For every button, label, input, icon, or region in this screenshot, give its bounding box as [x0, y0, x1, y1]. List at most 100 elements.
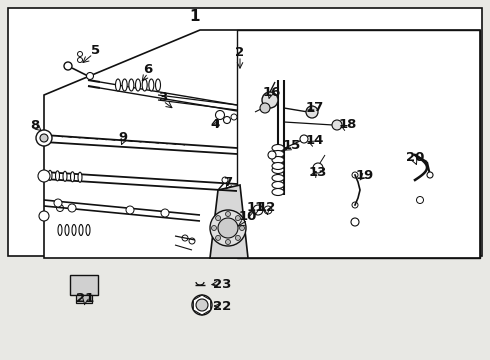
Circle shape: [189, 238, 195, 244]
Circle shape: [56, 204, 64, 212]
Text: 4: 4: [210, 117, 220, 131]
Ellipse shape: [136, 79, 141, 91]
Circle shape: [352, 172, 358, 178]
Circle shape: [427, 172, 433, 178]
Circle shape: [77, 51, 82, 57]
Text: 17: 17: [306, 100, 324, 113]
Bar: [237, 30, 480, 258]
Ellipse shape: [272, 150, 284, 158]
Text: 11: 11: [247, 201, 265, 213]
Ellipse shape: [122, 79, 127, 91]
Circle shape: [87, 72, 94, 80]
Polygon shape: [210, 185, 248, 258]
Text: 3: 3: [158, 90, 168, 104]
Circle shape: [253, 205, 263, 215]
Polygon shape: [44, 30, 480, 258]
Circle shape: [416, 197, 423, 203]
Circle shape: [218, 218, 238, 238]
Circle shape: [126, 206, 134, 214]
Circle shape: [192, 295, 212, 315]
Circle shape: [260, 103, 270, 113]
Ellipse shape: [155, 79, 161, 91]
Text: 5: 5: [92, 44, 100, 57]
Bar: [76, 295, 92, 303]
Circle shape: [77, 58, 82, 63]
Circle shape: [182, 235, 188, 241]
Circle shape: [39, 211, 49, 221]
Ellipse shape: [86, 225, 90, 235]
Ellipse shape: [48, 170, 52, 180]
Ellipse shape: [272, 175, 284, 181]
Ellipse shape: [71, 172, 74, 182]
Polygon shape: [194, 295, 211, 315]
Circle shape: [332, 120, 342, 130]
Circle shape: [54, 199, 62, 207]
Circle shape: [196, 299, 208, 311]
Ellipse shape: [129, 79, 134, 91]
Circle shape: [231, 114, 237, 120]
Text: 1: 1: [190, 9, 200, 23]
Circle shape: [306, 106, 318, 118]
Circle shape: [222, 177, 228, 183]
Text: 7: 7: [223, 176, 233, 189]
Circle shape: [313, 163, 323, 173]
Bar: [70, 275, 98, 295]
Circle shape: [210, 210, 246, 246]
Circle shape: [262, 92, 278, 108]
Ellipse shape: [116, 79, 121, 91]
Text: 14: 14: [306, 134, 324, 147]
Text: 20: 20: [406, 150, 424, 163]
Text: 19: 19: [356, 168, 374, 181]
Ellipse shape: [58, 225, 62, 235]
Circle shape: [264, 206, 272, 214]
Ellipse shape: [272, 189, 284, 195]
Ellipse shape: [65, 225, 69, 235]
Circle shape: [300, 135, 308, 143]
Circle shape: [216, 216, 220, 221]
Ellipse shape: [63, 171, 67, 181]
Text: 22: 22: [213, 300, 231, 312]
Ellipse shape: [272, 181, 284, 189]
Circle shape: [225, 212, 230, 216]
Circle shape: [225, 239, 230, 244]
Circle shape: [235, 235, 241, 240]
Circle shape: [240, 225, 245, 230]
Circle shape: [68, 204, 76, 212]
Ellipse shape: [72, 225, 76, 235]
Bar: [8, 8, 482, 256]
Text: 8: 8: [30, 118, 40, 131]
Text: 9: 9: [119, 131, 127, 144]
Ellipse shape: [149, 79, 154, 91]
Circle shape: [161, 209, 169, 217]
Circle shape: [223, 117, 230, 123]
Circle shape: [38, 170, 50, 182]
Ellipse shape: [272, 157, 284, 163]
Ellipse shape: [272, 166, 284, 174]
Text: 6: 6: [144, 63, 152, 76]
Text: 10: 10: [239, 210, 257, 222]
Circle shape: [216, 111, 224, 120]
Circle shape: [40, 134, 48, 142]
Ellipse shape: [79, 225, 83, 235]
Circle shape: [351, 218, 359, 226]
Circle shape: [212, 225, 217, 230]
Circle shape: [352, 202, 358, 208]
Text: 13: 13: [309, 166, 327, 179]
Text: 23: 23: [213, 278, 231, 291]
Ellipse shape: [272, 162, 284, 170]
Text: 2: 2: [235, 45, 245, 59]
Ellipse shape: [142, 79, 147, 91]
Ellipse shape: [272, 144, 284, 152]
Ellipse shape: [78, 172, 82, 182]
Text: 21: 21: [76, 292, 94, 305]
Text: 18: 18: [339, 117, 357, 131]
Ellipse shape: [55, 171, 59, 181]
Circle shape: [36, 130, 52, 146]
Text: 15: 15: [283, 139, 301, 152]
Circle shape: [268, 151, 276, 159]
Circle shape: [216, 235, 220, 240]
Text: 16: 16: [263, 86, 281, 99]
Circle shape: [64, 62, 72, 70]
Circle shape: [235, 216, 241, 221]
Text: 12: 12: [258, 201, 276, 213]
